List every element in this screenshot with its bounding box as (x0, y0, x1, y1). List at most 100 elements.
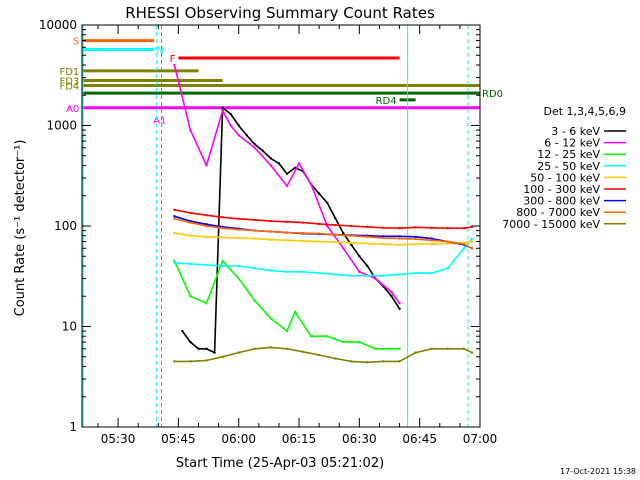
legend-title: Det 1,3,4,5,6,9 (543, 105, 626, 118)
data-point (237, 134, 240, 137)
data-point (398, 237, 401, 240)
data-point (245, 134, 248, 137)
chart-title: RHESSI Observing Summary Count Rates (125, 4, 435, 22)
data-point (350, 360, 353, 363)
series-line-100-300-kev (174, 209, 473, 229)
data-point (301, 270, 305, 274)
band-label-f: F (170, 54, 176, 65)
data-point (325, 224, 329, 228)
data-point (430, 347, 433, 350)
data-point (173, 259, 176, 263)
data-point (221, 355, 224, 358)
series-3-6-kev (181, 106, 401, 354)
data-point (398, 273, 401, 276)
series-line-12-25-kev (173, 260, 400, 350)
data-point (358, 270, 361, 274)
data-point (446, 267, 450, 270)
data-point (390, 290, 393, 294)
data-point (446, 347, 450, 350)
data-point (342, 247, 345, 250)
series-7000-15000-kev (173, 346, 474, 364)
data-point (317, 222, 321, 226)
data-point (414, 351, 417, 354)
data-point (382, 242, 385, 246)
data-point (237, 228, 240, 231)
x-tick-label: 06:45 (402, 432, 437, 446)
data-point (317, 271, 321, 275)
band-label-fd3: FD3 (59, 77, 79, 88)
data-point (366, 235, 369, 239)
data-point (430, 237, 433, 240)
data-point (237, 124, 240, 127)
data-point (205, 164, 208, 167)
data-point (382, 274, 385, 277)
data-point (470, 247, 474, 250)
data-point (189, 128, 192, 132)
data-point (253, 267, 256, 270)
data-point (317, 240, 321, 243)
y-tick-label: 10000 (39, 18, 77, 32)
data-point (253, 143, 256, 146)
x-tick-label: 06:00 (221, 432, 256, 446)
data-point (398, 227, 401, 230)
y-axis-label: Count Rate (s⁻¹ detector⁻¹) (13, 140, 28, 317)
data-point (173, 63, 176, 67)
data-point (366, 225, 369, 229)
data-point (366, 361, 369, 364)
data-point (221, 259, 224, 263)
x-tick-label: 05:45 (161, 432, 196, 446)
y-tick-label: 10 (62, 320, 77, 334)
data-point (470, 351, 474, 354)
data-point (173, 215, 176, 218)
data-point (285, 184, 289, 188)
series-25-50-kev (173, 237, 474, 277)
data-point (285, 270, 289, 274)
data-point (221, 236, 224, 239)
data-point (317, 353, 321, 357)
data-point (197, 347, 200, 350)
data-point (446, 240, 450, 243)
band-label-n: N (156, 46, 163, 57)
data-point (173, 208, 176, 211)
data-point (293, 310, 297, 314)
data-point (366, 264, 369, 268)
data-point (301, 239, 305, 243)
series-line-7000-15000-kev (174, 346, 473, 364)
legend-label: 6 - 12 keV (544, 137, 600, 150)
data-point (309, 335, 313, 338)
data-point (430, 226, 433, 229)
series-line-50-100-kev (174, 232, 473, 246)
x-tick-label: 07:00 (463, 432, 498, 446)
data-point (237, 277, 240, 280)
data-point (285, 239, 289, 242)
data-point (342, 231, 345, 235)
data-point (269, 157, 273, 160)
data-point (430, 239, 433, 242)
data-point (189, 360, 192, 363)
data-point (366, 274, 369, 277)
series-6-12-kev (173, 63, 401, 305)
data-point (173, 360, 176, 363)
data-point (237, 351, 240, 354)
data-point (229, 112, 232, 116)
data-point (317, 192, 321, 195)
data-point (462, 347, 466, 350)
data-point (173, 261, 176, 265)
data-point (285, 347, 289, 350)
band-label-fd1: FD1 (59, 67, 79, 78)
data-point (382, 236, 385, 240)
data-point (334, 233, 337, 236)
data-point (414, 226, 417, 229)
data-point (358, 255, 361, 258)
series-100-300-kev (173, 208, 474, 230)
x-tick-label: 06:30 (342, 432, 377, 446)
data-point (253, 299, 256, 303)
data-point (253, 218, 256, 222)
data-point (253, 146, 256, 149)
data-point (398, 347, 401, 350)
data-point (398, 243, 401, 247)
y-tick-label: 100 (54, 219, 77, 233)
data-point (221, 216, 224, 219)
data-point (173, 231, 176, 235)
